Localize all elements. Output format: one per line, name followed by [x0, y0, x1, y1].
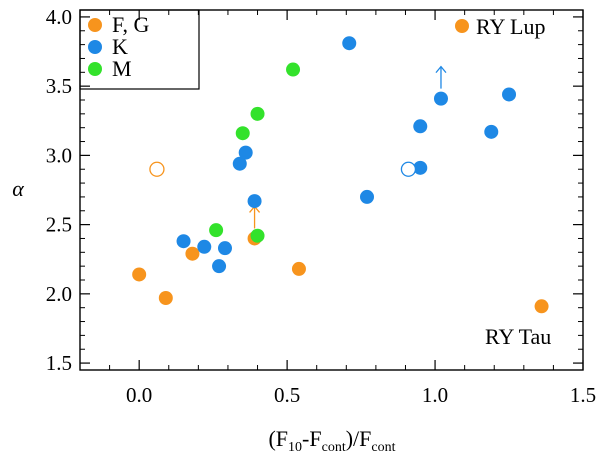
data-point [232, 156, 247, 171]
data-point [132, 267, 147, 282]
plot-frame [79, 9, 584, 371]
data-point [238, 145, 253, 160]
open-data-point [149, 161, 165, 177]
data-points [132, 36, 549, 314]
x-axis-title-mid: -F [302, 426, 322, 451]
data-point [433, 91, 448, 106]
y-tick-label: 2.0 [46, 282, 72, 306]
upper-limit-arrow [435, 65, 447, 89]
data-point [484, 124, 499, 139]
data-point [342, 36, 357, 51]
x-tick-label: 1.5 [570, 383, 596, 407]
x-tick-label: 1.0 [422, 383, 448, 407]
legend-label: M [112, 56, 132, 81]
legend-marker [88, 40, 102, 54]
legend-marker [88, 62, 102, 76]
data-point [413, 160, 428, 175]
data-point [185, 246, 200, 261]
legend: F, GKM [79, 9, 200, 90]
y-tick-label: 3.0 [46, 143, 72, 167]
annotations: RY Lup RY Tau [455, 14, 551, 349]
axis-ticks: 0.0 0.5 1.0 1.5 1.5 2.0 2.5 3.0 3.5 4.0 [46, 5, 596, 407]
ry-lup-marker [455, 19, 469, 33]
data-point [158, 291, 173, 305]
data-point [209, 223, 224, 238]
open-data-point [400, 161, 417, 177]
legend-box [79, 9, 200, 90]
data-point [197, 239, 212, 254]
data-point [235, 126, 250, 141]
data-point [502, 87, 517, 102]
x-axis-title-sub1: 10 [288, 440, 302, 455]
data-point [250, 228, 265, 243]
x-tick-label: 0.5 [274, 383, 300, 407]
data-point [286, 62, 301, 77]
legend-label: K [112, 34, 128, 59]
upper-limit-arrow [249, 205, 261, 229]
y-tick-label: 3.5 [46, 74, 72, 98]
data-point [250, 106, 265, 121]
data-point [176, 234, 191, 249]
y-axis-title: α [12, 176, 24, 201]
y-tick-label: 1.5 [46, 351, 72, 375]
legend-label: F, G [112, 12, 149, 37]
x-axis-title-sub2: cont [322, 440, 346, 455]
legend-marker [88, 18, 102, 32]
data-point [247, 194, 262, 209]
x-axis-title-sub3: cont [371, 440, 395, 455]
ry-tau-label: RY Tau [485, 324, 551, 349]
data-point [291, 261, 306, 276]
data-point [360, 189, 375, 204]
data-point [212, 259, 227, 274]
data-point [217, 241, 232, 256]
x-tick-label: 0.0 [126, 383, 152, 407]
x-axis-title: (F10-Fcont)/Fcont [268, 426, 395, 455]
data-point [413, 119, 428, 134]
ry-lup-label: RY Lup [476, 14, 545, 39]
data-point [534, 299, 549, 314]
x-axis-title-open: (F [268, 426, 288, 451]
y-tick-label: 2.5 [46, 213, 72, 237]
x-axis-title-close: )/F [346, 426, 372, 451]
y-tick-label: 4.0 [46, 5, 72, 29]
